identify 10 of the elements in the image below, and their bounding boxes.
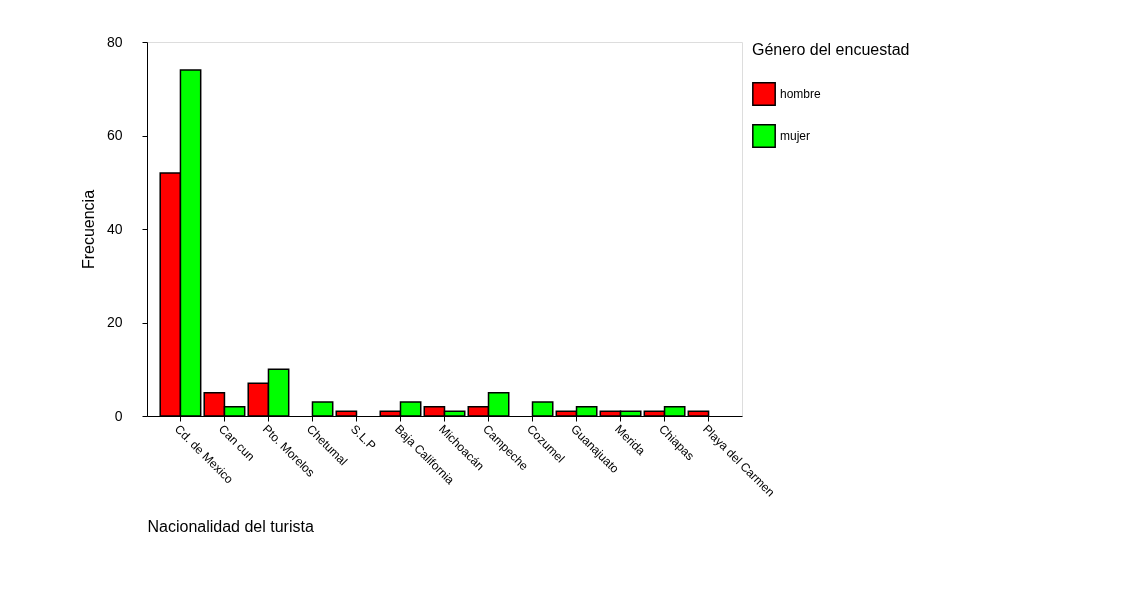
y-tick-label: 20 [106, 314, 123, 330]
y-tick-label: 80 [106, 33, 123, 50]
legend-title: Género del encuestad [752, 41, 910, 58]
legend-label: mujer [780, 129, 811, 143]
y-axis-title: Frecuencia [79, 189, 97, 270]
legend-label: hombre [780, 87, 822, 101]
y-tick-label: 0 [114, 407, 123, 424]
y-tick-label: 40 [106, 220, 123, 237]
y-tick-label: 60 [106, 127, 123, 143]
x-axis-title: Nacionalidad del turista [147, 517, 314, 535]
